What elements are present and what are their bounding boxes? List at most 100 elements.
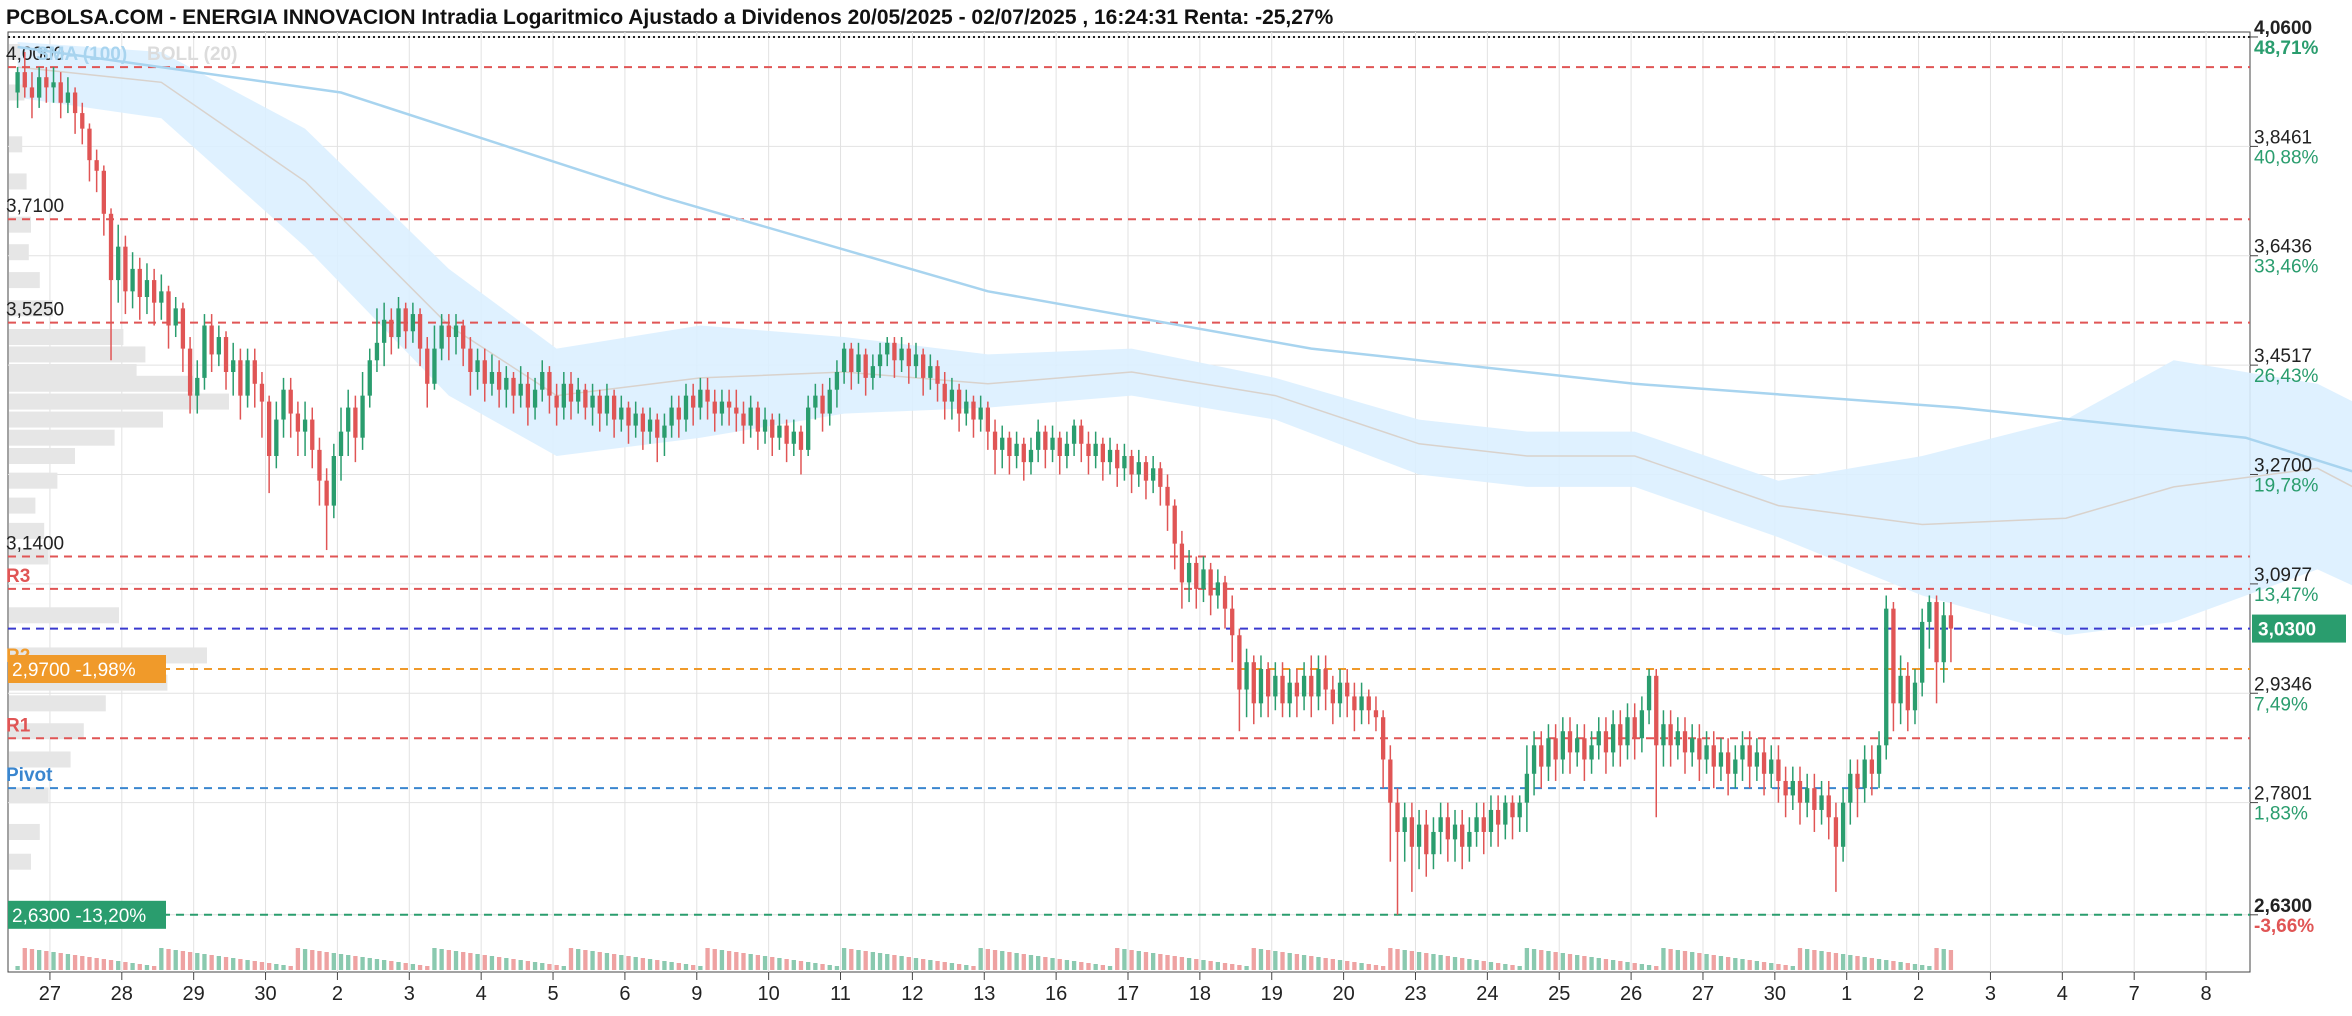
- grid-layer: [8, 32, 2250, 972]
- volume-bar: [1654, 966, 1659, 970]
- volume-bar: [1251, 948, 1256, 970]
- candle-body: [576, 389, 581, 402]
- volume-bar: [461, 952, 466, 970]
- x-tick-label: 27: [39, 983, 61, 1005]
- price-tag-label: 2,6300 -13,20%: [12, 906, 146, 927]
- candle-body: [231, 360, 236, 372]
- candle-body: [1445, 817, 1450, 840]
- candle-body: [1884, 608, 1889, 746]
- volume-profile-bar: [9, 429, 115, 446]
- volume-bar: [87, 957, 92, 970]
- volume-bar: [1460, 958, 1465, 970]
- volume-bar: [1704, 954, 1709, 970]
- volume-bar: [475, 954, 480, 970]
- volume-bar: [389, 961, 394, 970]
- volume-bar: [691, 965, 696, 970]
- candle-body: [94, 160, 99, 171]
- volume-bar: [1388, 948, 1393, 970]
- candle-body: [151, 280, 157, 303]
- candle-body: [1661, 724, 1666, 746]
- volume-bar: [410, 964, 416, 970]
- volume-bar: [899, 956, 904, 970]
- candle-body: [1057, 437, 1062, 456]
- volume-bar: [1848, 955, 1853, 970]
- candle-body: [1589, 745, 1594, 760]
- volume-bar: [1352, 962, 1357, 970]
- candle-body: [187, 348, 193, 396]
- volume-bar: [403, 963, 408, 970]
- volume-bar: [1280, 952, 1285, 970]
- candle-body: [1143, 462, 1149, 481]
- candle-body: [324, 480, 329, 506]
- bollinger-band-layer: [17, 42, 2352, 636]
- bollinger-middle-line: [17, 66, 2352, 526]
- volume-profile-bar: [9, 497, 36, 514]
- x-tick-label: 11: [830, 983, 851, 1005]
- volume-bar: [1488, 962, 1494, 970]
- y-tick-label: 3,4517: [2254, 346, 2312, 367]
- candle-body: [1754, 752, 1760, 767]
- candle-body: [1539, 745, 1544, 767]
- candle-body: [108, 213, 114, 281]
- volume-bar: [1869, 958, 1875, 970]
- volume-bar: [1136, 951, 1141, 970]
- candle-body: [813, 395, 818, 408]
- volume-bar: [36, 950, 42, 970]
- candle-body: [252, 360, 257, 384]
- candle-body: [1323, 669, 1328, 690]
- volume-bar: [266, 963, 272, 970]
- candle-body: [1833, 817, 1839, 847]
- candle-body: [245, 360, 250, 396]
- volume-bar: [417, 965, 423, 970]
- candle-body: [1812, 788, 1817, 810]
- x-tick-label: 2: [332, 983, 343, 1005]
- candle-body: [1467, 831, 1472, 847]
- candle-body: [1438, 817, 1443, 832]
- volume-bar: [1258, 949, 1264, 970]
- candle-body: [1725, 752, 1731, 774]
- volume-bar: [15, 966, 20, 970]
- volume-bar: [1071, 961, 1077, 970]
- volume-profile-bar: [9, 136, 23, 153]
- candle-body: [1474, 817, 1479, 832]
- volume-bar: [1050, 958, 1055, 970]
- candle-body: [1596, 731, 1601, 746]
- volume-bar: [1445, 956, 1450, 970]
- volume-bar: [1194, 959, 1199, 970]
- volume-bar: [1797, 948, 1803, 970]
- volume-bar: [453, 951, 459, 970]
- candle-body: [274, 419, 279, 456]
- volume-bar: [1093, 964, 1098, 970]
- candle-body: [1495, 809, 1501, 825]
- candle-body: [173, 308, 178, 326]
- volume-bar: [827, 965, 832, 970]
- volume-bar: [906, 957, 911, 970]
- x-tick-label: 9: [691, 983, 702, 1005]
- volume-bar: [1036, 956, 1041, 970]
- candle-body: [1826, 795, 1831, 818]
- x-tick-label: 19: [1261, 983, 1283, 1005]
- candle-body: [971, 401, 976, 420]
- volume-bar: [834, 966, 840, 970]
- volume-bar: [1287, 953, 1292, 970]
- volume-bar: [568, 948, 574, 970]
- candle-body: [1805, 788, 1810, 803]
- candle-body: [856, 354, 861, 372]
- y-tick-pct: -3,66%: [2254, 916, 2314, 937]
- volume-bar: [496, 957, 502, 970]
- volume-bar: [1424, 953, 1429, 970]
- volume-profile-bar: [9, 751, 71, 768]
- volume-bar: [216, 956, 221, 970]
- candle-body: [1380, 717, 1386, 760]
- candle-body: [1424, 824, 1429, 855]
- y-tick-label: 2,7801: [2254, 784, 2312, 805]
- legend-item: SMA (100): [36, 44, 127, 65]
- candle-body: [15, 72, 20, 93]
- candle-body: [1208, 569, 1213, 596]
- candle-body: [1388, 759, 1393, 803]
- candle-body: [1524, 773, 1530, 803]
- volume-bar: [1309, 956, 1314, 970]
- volume-bar: [1503, 964, 1508, 970]
- volume-bar: [1948, 950, 1954, 970]
